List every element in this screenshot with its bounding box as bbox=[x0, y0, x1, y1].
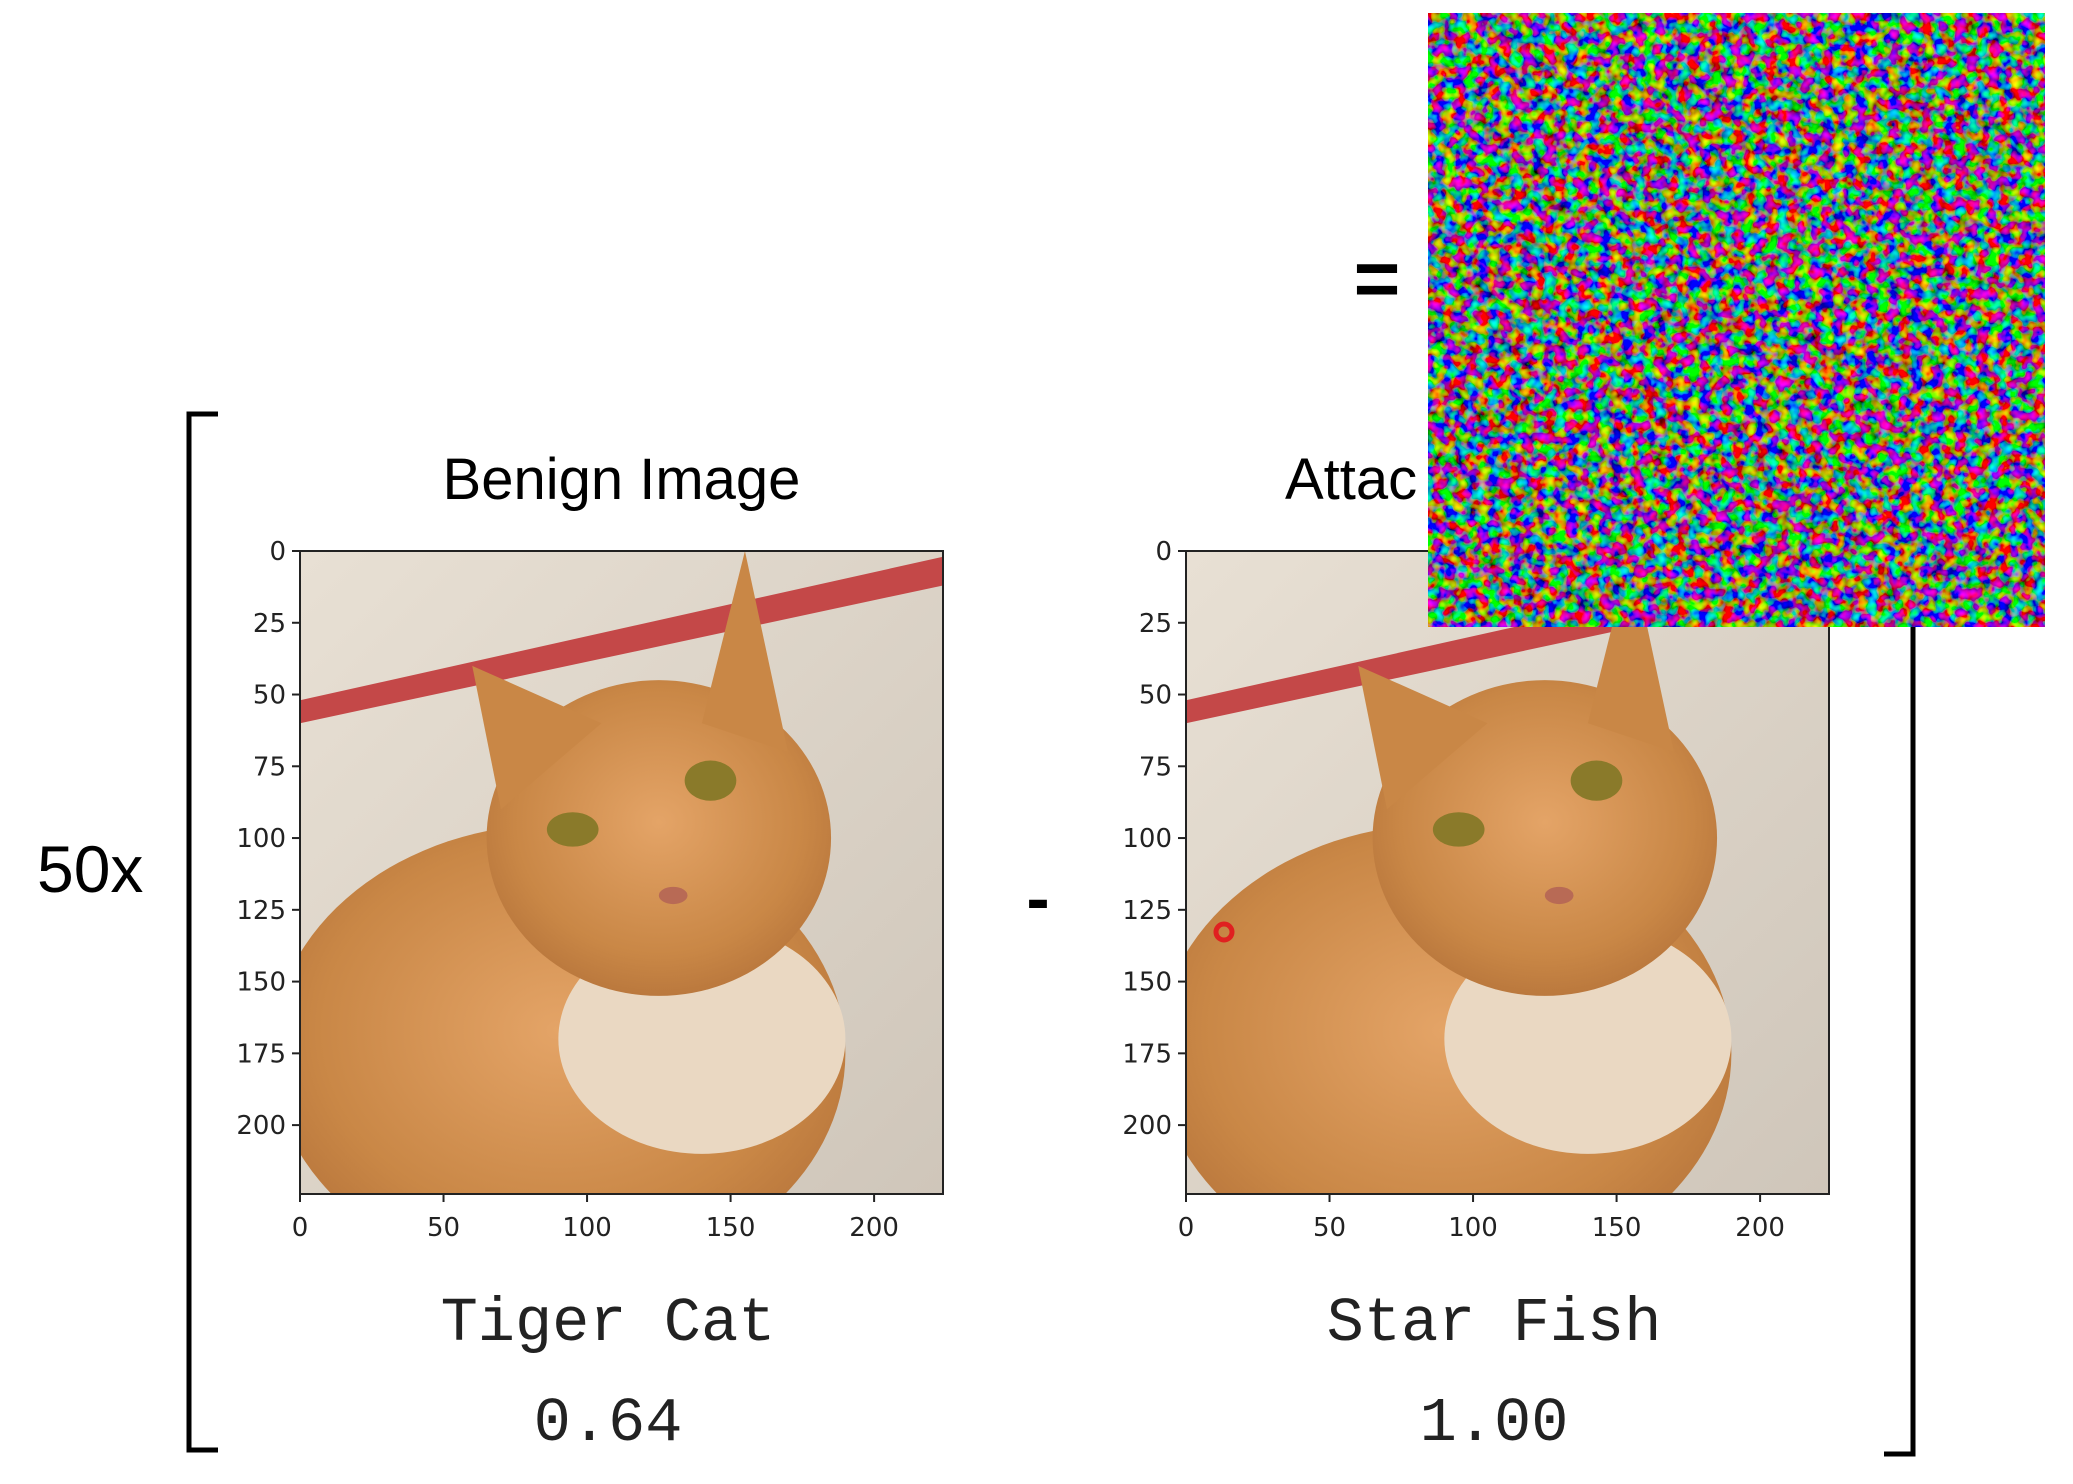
y-tick-label: 125 bbox=[1122, 896, 1172, 926]
panels: Benign Image 0 25 50 75 100 125 150 175 200 0 50 100… bbox=[236, 447, 1830, 1459]
x-tick-label: 100 bbox=[1448, 1213, 1498, 1243]
perturbation-image bbox=[1428, 13, 2045, 627]
x-tick-label: 100 bbox=[562, 1213, 612, 1243]
x-tick-label: 150 bbox=[706, 1213, 756, 1243]
y-tick-label: 75 bbox=[1139, 752, 1172, 782]
equals-sign: = bbox=[1354, 234, 1401, 323]
y-tick-label: 25 bbox=[253, 609, 286, 639]
confidence: 1.00 bbox=[1420, 1388, 1569, 1459]
y-tick-label: 25 bbox=[1139, 609, 1172, 639]
x-tick-label: 200 bbox=[1735, 1213, 1785, 1243]
x-tick-label: 0 bbox=[1178, 1213, 1195, 1243]
left-bracket bbox=[186, 411, 218, 1453]
click-marker bbox=[1213, 921, 1235, 943]
panel-title: Attac bbox=[1285, 447, 1417, 512]
image bbox=[1157, 551, 1829, 1283]
multiplier: 50x bbox=[37, 832, 143, 906]
y-tick-label: 0 bbox=[269, 537, 286, 567]
y-tick-label: 0 bbox=[1155, 537, 1172, 567]
y-tick-label: 50 bbox=[1139, 681, 1172, 711]
class-label: Star Fish bbox=[1327, 1288, 1662, 1359]
confidence: 0.64 bbox=[534, 1388, 683, 1459]
y-tick-label: 100 bbox=[1122, 824, 1172, 854]
panel-title: Benign Image bbox=[443, 447, 801, 512]
x-tick-label: 0 bbox=[292, 1213, 309, 1243]
y-tick-label: 50 bbox=[253, 681, 286, 711]
image bbox=[271, 551, 943, 1283]
x-tick-label: 150 bbox=[1592, 1213, 1642, 1243]
y-tick-label: 150 bbox=[236, 968, 286, 998]
x-tick-label: 50 bbox=[427, 1213, 460, 1243]
panel: Attac 0 25 50 75 100 125 150 175 200 0 50 100 150 200 S… bbox=[1122, 447, 1830, 1459]
y-tick-label: 175 bbox=[1122, 1039, 1172, 1069]
class-label: Tiger Cat bbox=[441, 1288, 776, 1359]
x-tick-label: 50 bbox=[1313, 1213, 1346, 1243]
y-tick-label: 200 bbox=[236, 1111, 286, 1141]
y-tick-label: 75 bbox=[253, 752, 286, 782]
y-tick-label: 125 bbox=[236, 896, 286, 926]
panel: Benign Image 0 25 50 75 100 125 150 175 200 0 50 100… bbox=[236, 447, 944, 1459]
right-bracket bbox=[1884, 600, 1916, 1457]
y-tick-label: 175 bbox=[236, 1039, 286, 1069]
y-tick-label: 200 bbox=[1122, 1111, 1172, 1141]
y-tick-label: 150 bbox=[1122, 968, 1172, 998]
minus-sign: - bbox=[1026, 859, 1049, 937]
x-tick-label: 200 bbox=[849, 1213, 899, 1243]
axes-frame bbox=[299, 550, 944, 1195]
y-tick-label: 100 bbox=[236, 824, 286, 854]
